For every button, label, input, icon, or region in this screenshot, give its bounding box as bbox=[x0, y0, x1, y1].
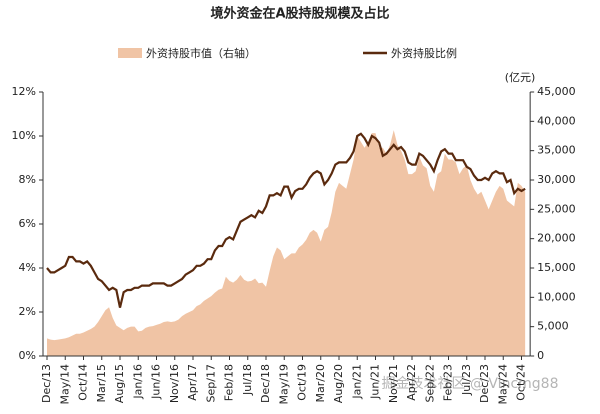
y2-tick-label: 45,000 bbox=[537, 85, 576, 98]
y2-tick-label: 35,000 bbox=[537, 144, 576, 157]
x-tick-label: Apr/22 bbox=[405, 364, 418, 401]
x-tick-label: Jan/21 bbox=[350, 364, 363, 400]
y2-tick-label: 30,000 bbox=[537, 173, 576, 186]
x-tick-label: Apr/17 bbox=[186, 364, 199, 401]
x-tick-label: Nov/16 bbox=[168, 364, 181, 403]
y-tick-label: 12% bbox=[12, 85, 36, 98]
x-tick-label: Jan/16 bbox=[131, 364, 144, 400]
y2-tick-label: 20,000 bbox=[537, 232, 576, 245]
y2-tick-label: 15,000 bbox=[537, 261, 576, 274]
y2-unit: (亿元) bbox=[505, 71, 536, 84]
legend-label: 外资持股市值（右轴） bbox=[146, 46, 256, 60]
x-tick-label: Dec/18 bbox=[259, 364, 272, 403]
y-tick-label: 4% bbox=[19, 261, 36, 274]
x-tick-label: Oct/14 bbox=[77, 364, 90, 401]
chart-title: 境外资金在A股持股规模及占比 bbox=[210, 6, 389, 22]
x-tick-label: May/19 bbox=[277, 364, 290, 404]
x-tick-label: Oct/24 bbox=[515, 364, 528, 401]
x-tick-label: Dec/23 bbox=[478, 364, 491, 403]
x-tick-label: Feb/23 bbox=[442, 364, 455, 401]
x-tick-label: Mar/15 bbox=[95, 364, 108, 402]
x-tick-label: Jul/18 bbox=[241, 364, 254, 396]
x-tick-label: May/24 bbox=[496, 364, 509, 404]
y2-tick-label: 25,000 bbox=[537, 202, 576, 215]
x-tick-label: Dec/13 bbox=[40, 364, 53, 403]
x-tick-label: Feb/18 bbox=[223, 364, 236, 401]
y-tick-label: 0% bbox=[19, 349, 36, 362]
x-tick-label: Jun/21 bbox=[369, 364, 382, 400]
x-tick-label: Jun/16 bbox=[150, 364, 163, 400]
x-tick-label: Mar/20 bbox=[314, 364, 327, 402]
y2-tick-label: 10,000 bbox=[537, 290, 576, 303]
legend: 外资持股市值（右轴） 外资持股比例 bbox=[118, 46, 457, 60]
y2-tick-label: 0 bbox=[537, 349, 544, 362]
y2-tick-label: 5,000 bbox=[537, 320, 569, 333]
legend-label: 外资持股比例 bbox=[391, 46, 457, 60]
watermark: 掘金技术社区 @ Vincmg88 bbox=[382, 376, 559, 392]
x-tick-label: Nov/21 bbox=[387, 364, 400, 403]
area bbox=[47, 130, 526, 356]
legend-swatch bbox=[118, 48, 142, 58]
x-tick-label: Sep/17 bbox=[204, 364, 217, 402]
y-tick-label: 6% bbox=[19, 217, 36, 230]
x-tick-label: Aug/15 bbox=[113, 364, 126, 403]
x-tick-label: Jul/23 bbox=[460, 364, 473, 396]
x-tick-label: Sep/22 bbox=[423, 364, 436, 402]
y2-tick-label: 40,000 bbox=[537, 114, 576, 127]
x-tick-label: Oct/19 bbox=[296, 364, 309, 401]
line bbox=[46, 132, 526, 308]
x-tick-label: Aug/20 bbox=[332, 364, 345, 403]
y-tick-label: 10% bbox=[12, 129, 36, 142]
y-tick-label: 2% bbox=[19, 305, 36, 318]
x-tick-label: May/14 bbox=[58, 364, 71, 404]
y-tick-label: 8% bbox=[19, 173, 36, 186]
